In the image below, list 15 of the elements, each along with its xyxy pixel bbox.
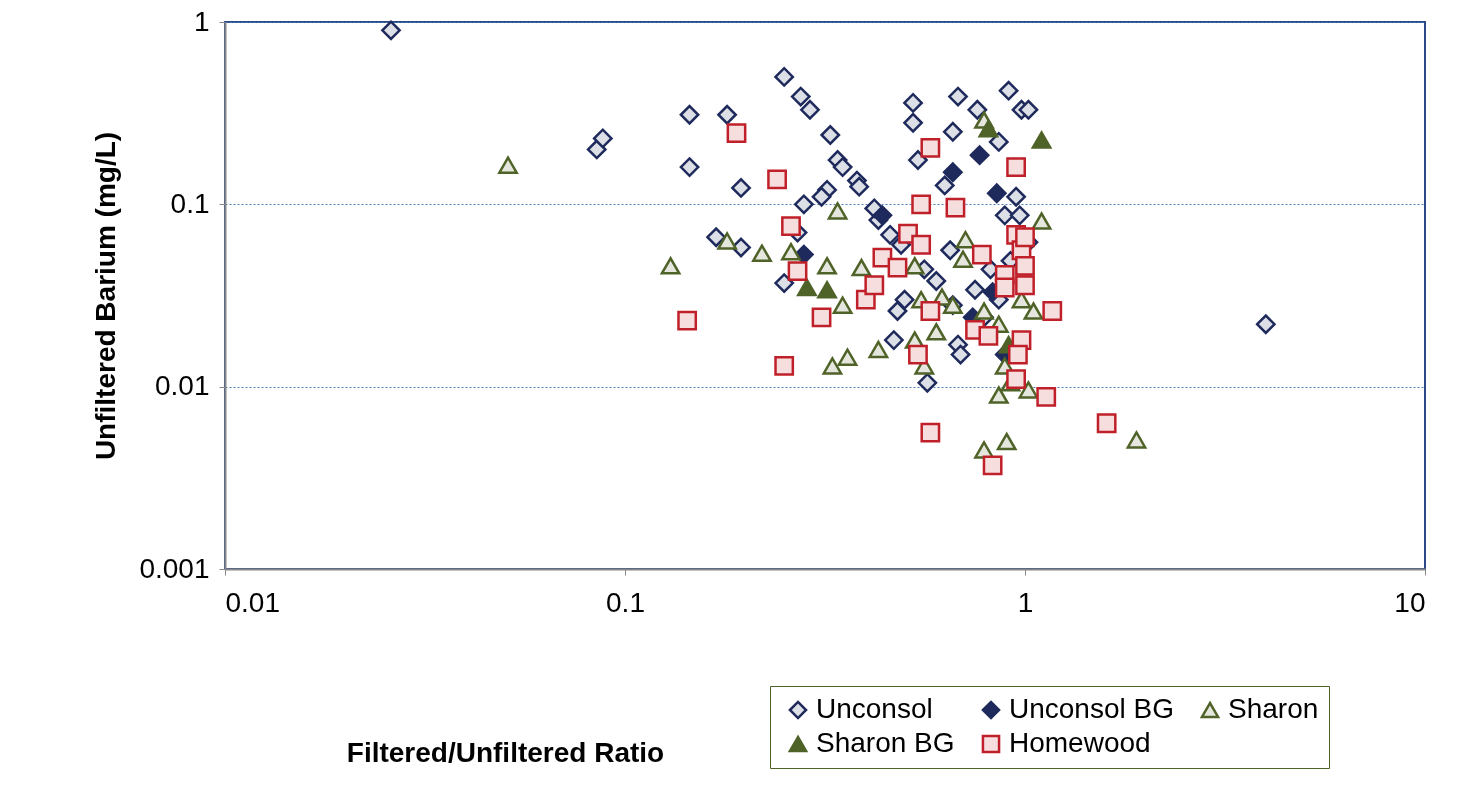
x-tick-label: 0.1 <box>606 586 645 618</box>
legend-label: Homewood <box>1009 727 1151 758</box>
y-tick-label: 0.1 <box>170 187 210 219</box>
legend-label: Unconsol <box>816 693 933 724</box>
y-tick-label: 0.01 <box>155 370 210 402</box>
x-tick-label: 0.01 <box>225 586 280 618</box>
x-axis-title: Filtered/Unfiltered Ratio <box>346 736 665 768</box>
x-tick-label: 1 <box>1017 586 1034 618</box>
y-tick-label: 0.001 <box>139 552 210 584</box>
x-tick-label: 10 <box>1394 586 1426 618</box>
legend-label: Sharon BG <box>816 727 955 758</box>
legend-label: Unconsol BG <box>1009 693 1174 724</box>
y-axis-title: Unfiltered Barium (mg/L) <box>90 131 122 461</box>
y-tick-label: 1 <box>193 5 210 37</box>
legend-label: Sharon <box>1228 693 1319 724</box>
